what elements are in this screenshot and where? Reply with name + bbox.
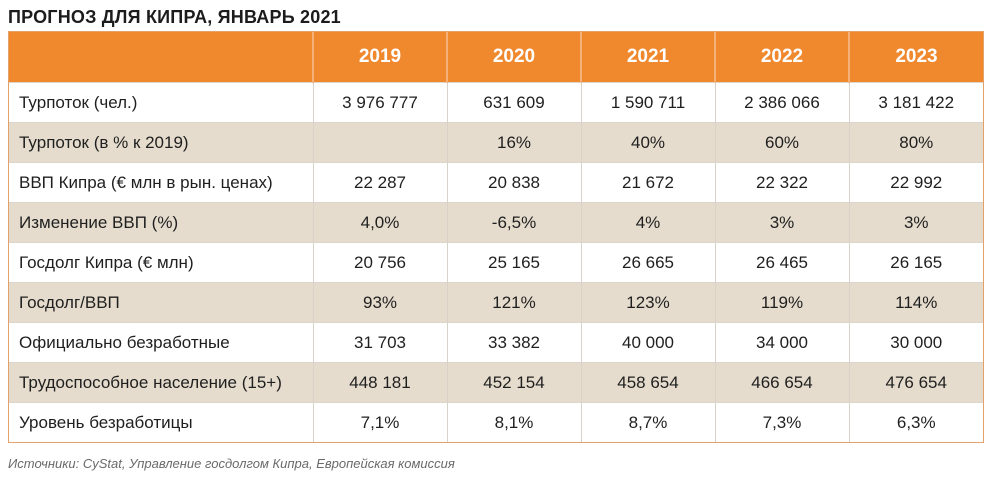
- row-label: Госдолг Кипра (€ млн): [9, 242, 313, 283]
- table-row: Госдолг Кипра (€ млн) 20 756 25 165 26 6…: [9, 242, 983, 283]
- table-row: Официально безработные 31 703 33 382 40 …: [9, 322, 983, 363]
- table-cell: 3 181 422: [848, 82, 983, 123]
- row-label: Госдолг/ВВП: [9, 282, 313, 323]
- table-cell: 123%: [580, 282, 715, 323]
- table-cell: 7,1%: [312, 402, 447, 442]
- table-cell: 31 703: [312, 322, 447, 363]
- table-cell: 26 465: [714, 242, 849, 283]
- table-row: Турпоток (чел.) 3 976 777 631 609 1 590 …: [9, 82, 983, 123]
- table-cell: 6,3%: [848, 402, 983, 442]
- table-cell: 1 590 711: [580, 82, 715, 123]
- table-row: Госдолг/ВВП 93% 121% 123% 119% 114%: [9, 282, 983, 323]
- source-note: Источники: CyStat, Управление госдолгом …: [8, 456, 455, 471]
- table-cell: 4%: [580, 202, 715, 243]
- row-label: Изменение ВВП (%): [9, 202, 313, 243]
- table-cell: 2 386 066: [714, 82, 849, 123]
- table-row: Уровень безработицы 7,1% 8,1% 8,7% 7,3% …: [9, 402, 983, 442]
- table-cell: 34 000: [714, 322, 849, 363]
- table-cell: 4,0%: [312, 202, 447, 243]
- header-cell-year: 2023: [848, 32, 983, 83]
- table-cell: 40 000: [580, 322, 715, 363]
- table-row: Трудоспособное население (15+) 448 181 4…: [9, 362, 983, 403]
- header-cell-year: 2020: [446, 32, 581, 83]
- table-cell: 466 654: [714, 362, 849, 403]
- table-cell: 30 000: [848, 322, 983, 363]
- page-title: ПРОГНОЗ ДЛЯ КИПРА, ЯНВАРЬ 2021: [8, 7, 341, 27]
- row-label: Официально безработные: [9, 322, 313, 363]
- table-cell: 3%: [714, 202, 849, 243]
- table-cell: 21 672: [580, 162, 715, 203]
- row-label: ВВП Кипра (€ млн в рын. ценах): [9, 162, 313, 203]
- row-label: Турпоток (чел.): [9, 82, 313, 123]
- table-cell: 458 654: [580, 362, 715, 403]
- table-cell: 80%: [848, 122, 983, 163]
- forecast-table-frame: 2019 2020 2021 2022 2023 Турпоток (чел.)…: [8, 31, 984, 443]
- table-row: ВВП Кипра (€ млн в рын. ценах) 22 287 20…: [9, 162, 983, 203]
- table-cell: 7,3%: [714, 402, 849, 442]
- table-cell: 3 976 777: [312, 82, 447, 123]
- table-cell: 121%: [446, 282, 581, 323]
- table-cell: 26 665: [580, 242, 715, 283]
- table-cell: [312, 122, 447, 163]
- table-cell: -6,5%: [446, 202, 581, 243]
- table-cell: 20 756: [312, 242, 447, 283]
- table-cell: 60%: [714, 122, 849, 163]
- table-cell: 40%: [580, 122, 715, 163]
- forecast-table: 2019 2020 2021 2022 2023 Турпоток (чел.)…: [9, 32, 983, 442]
- header-cell-label: [9, 32, 313, 83]
- table-cell: 20 838: [446, 162, 581, 203]
- table-cell: 26 165: [848, 242, 983, 283]
- table-cell: 93%: [312, 282, 447, 323]
- header-cell-year: 2019: [312, 32, 447, 83]
- table-cell: 631 609: [446, 82, 581, 123]
- table-cell: 25 165: [446, 242, 581, 283]
- table-cell: 476 654: [848, 362, 983, 403]
- row-label: Уровень безработицы: [9, 402, 313, 442]
- table-cell: 452 154: [446, 362, 581, 403]
- header-cell-year: 2021: [580, 32, 715, 83]
- table-header-row: 2019 2020 2021 2022 2023: [9, 32, 983, 83]
- table-cell: 3%: [848, 202, 983, 243]
- row-label: Турпоток (в % к 2019): [9, 122, 313, 163]
- table-cell: 119%: [714, 282, 849, 323]
- row-label: Трудоспособное население (15+): [9, 362, 313, 403]
- table-row: Турпоток (в % к 2019) 16% 40% 60% 80%: [9, 122, 983, 163]
- table-cell: 448 181: [312, 362, 447, 403]
- table-cell: 22 322: [714, 162, 849, 203]
- table-cell: 22 992: [848, 162, 983, 203]
- table-cell: 114%: [848, 282, 983, 323]
- table-cell: 33 382: [446, 322, 581, 363]
- table-cell: 8,1%: [446, 402, 581, 442]
- table-cell: 8,7%: [580, 402, 715, 442]
- table-row: Изменение ВВП (%) 4,0% -6,5% 4% 3% 3%: [9, 202, 983, 243]
- table-cell: 22 287: [312, 162, 447, 203]
- table-cell: 16%: [446, 122, 581, 163]
- header-cell-year: 2022: [714, 32, 849, 83]
